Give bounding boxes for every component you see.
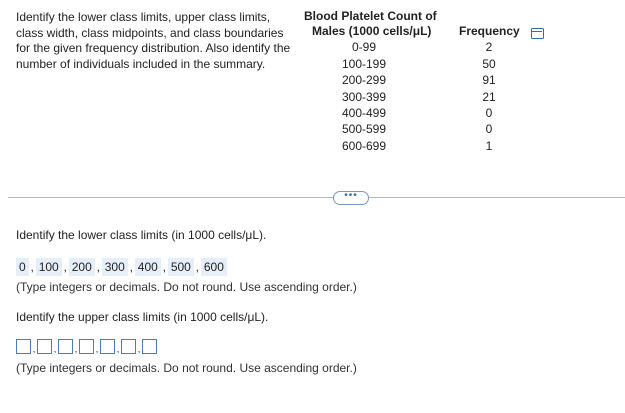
question-text: Identify the lower class limits, upper c…	[16, 10, 291, 71]
frequency-cell: 0	[485, 106, 493, 120]
answer-separator: ,	[195, 260, 200, 274]
answer-value: 300	[101, 258, 128, 276]
answer-value: 100	[35, 258, 62, 276]
class-cell: 100-199	[341, 57, 387, 71]
lower-limits-answers: 0 , 100 , 200 , 300 , 400 , 500 , 600	[16, 258, 227, 276]
input-separator: ,	[74, 344, 78, 354]
upper-limit-input[interactable]	[121, 339, 136, 354]
class-cell: 400-499	[341, 106, 387, 120]
upper-limit-input[interactable]	[58, 339, 73, 354]
frequency-cell: 0	[485, 122, 493, 136]
frequency-cell: 21	[482, 90, 496, 104]
lower-limits-hint: (Type integers or decimals. Do not round…	[16, 280, 357, 294]
table-header-class: Blood Platelet Count of	[304, 9, 437, 23]
frequency-cell: 91	[482, 73, 496, 87]
input-separator: ,	[32, 344, 36, 354]
class-cell: 200-299	[341, 73, 387, 87]
answer-value: 600	[200, 258, 227, 276]
answer-value: 400	[134, 258, 161, 276]
class-cell: 300-399	[341, 90, 387, 104]
input-separator: ,	[116, 344, 120, 354]
answer-value: 200	[68, 258, 95, 276]
table-header-frequency: Frequency	[459, 24, 520, 38]
answer-separator: ,	[129, 260, 133, 274]
upper-limits-hint: (Type integers or decimals. Do not round…	[16, 361, 357, 375]
upper-limits-inputs: , , , , , ,	[16, 339, 157, 354]
answer-separator: ,	[30, 260, 34, 274]
table-header-class-units: Males (1000 cells/μL)	[312, 24, 432, 38]
class-cell: 0-99	[351, 40, 377, 54]
answer-separator: ,	[162, 260, 166, 274]
frequency-cell: 1	[485, 139, 493, 153]
upper-limit-input[interactable]	[142, 339, 157, 354]
frequency-cell: 2	[485, 40, 493, 54]
upper-limits-prompt: Identify the upper class limits (in 1000…	[16, 310, 269, 324]
expand-button[interactable]: •••	[333, 191, 369, 205]
input-separator: ,	[53, 344, 57, 354]
class-cell: 500-599	[341, 122, 387, 136]
upper-limit-input[interactable]	[16, 339, 31, 354]
answer-separator: ,	[63, 260, 67, 274]
section-divider	[8, 197, 625, 198]
upper-limit-input[interactable]	[100, 339, 115, 354]
answer-separator: ,	[96, 260, 100, 274]
lower-limits-prompt: Identify the lower class limits (in 1000…	[16, 228, 267, 242]
upper-limit-input[interactable]	[37, 339, 52, 354]
upper-limit-input[interactable]	[79, 339, 94, 354]
answer-value: 500	[167, 258, 194, 276]
input-separator: ,	[95, 344, 99, 354]
frequency-cell: 50	[482, 57, 496, 71]
copy-data-icon[interactable]	[531, 28, 544, 39]
answer-value: 0	[16, 258, 29, 276]
class-cell: 600-699	[341, 139, 387, 153]
input-separator: ,	[137, 344, 141, 354]
